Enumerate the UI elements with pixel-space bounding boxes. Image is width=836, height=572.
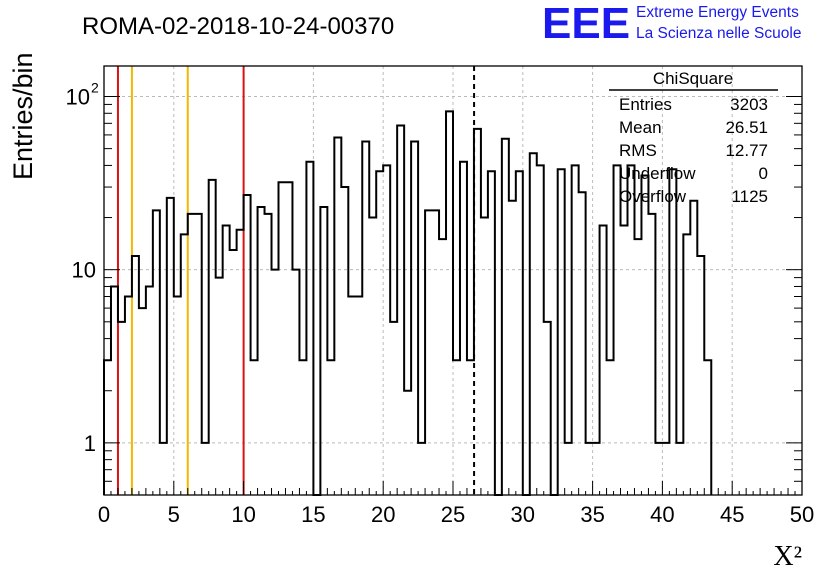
stats-row-value: 12.77 — [725, 141, 768, 160]
stats-title: ChiSquare — [653, 69, 733, 88]
y-tick-label: 10 — [72, 258, 96, 283]
stats-row-label: RMS — [619, 141, 657, 160]
x-tick-label: 10 — [231, 502, 255, 527]
y-tick-exponent: 2 — [91, 79, 99, 95]
stats-row-label: Entries — [619, 95, 672, 114]
histogram-outline — [103, 110, 713, 496]
stats-row-value: 0 — [759, 164, 768, 183]
x-tick-label: 25 — [441, 502, 465, 527]
stats-row-label: Mean — [619, 118, 662, 137]
x-axis-label: X² — [773, 541, 802, 572]
eee-logo-line2: La Scienza nelle Scuole — [636, 25, 801, 42]
reference-lines — [116, 66, 476, 495]
y-tick-label: 1 — [84, 431, 96, 456]
y-axis-label: Entries/bin — [8, 52, 38, 180]
stats-row-value: 1125 — [731, 187, 768, 206]
chart-title: ROMA-02-2018-10-24-00370 — [82, 13, 394, 40]
stats-row-label: Underflow — [619, 164, 696, 183]
x-tick-label: 0 — [98, 502, 110, 527]
x-axis: 0 5 10 15 20 25 30 35 40 45 50 — [98, 481, 814, 527]
stats-box: ChiSquare Entries 3203 Mean 26.51 RMS 12.77 Un… — [609, 69, 778, 206]
y-tick-label: 10 — [66, 84, 90, 109]
x-tick-label: 50 — [790, 502, 814, 527]
eee-logo: EEE Extreme Energy Events La Scienza nel… — [542, 0, 801, 48]
eee-logo-line1: Extreme Energy Events — [636, 4, 799, 21]
x-tick-label: 35 — [580, 502, 604, 527]
stats-row-label: Overflow — [619, 187, 687, 206]
stats-row-value: 3203 — [730, 95, 768, 114]
x-tick-label: 5 — [168, 502, 180, 527]
x-tick-label: 20 — [371, 502, 395, 527]
x-tick-label: 30 — [511, 502, 535, 527]
x-tick-label: 45 — [720, 502, 744, 527]
stats-row-value: 26.51 — [725, 118, 768, 137]
x-tick-label: 40 — [650, 502, 674, 527]
x-tick-label: 15 — [301, 502, 325, 527]
eee-logo-mark: EEE — [542, 0, 630, 48]
